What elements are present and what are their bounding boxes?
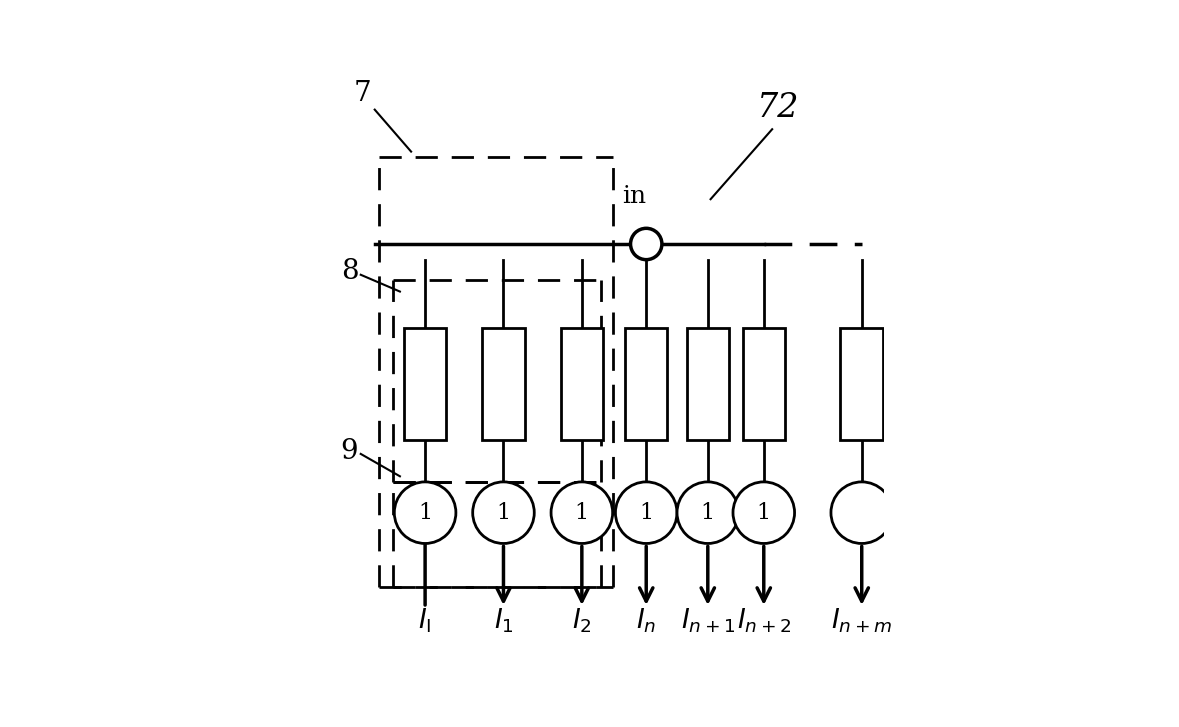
Text: 1: 1 [700, 502, 714, 523]
Bar [625, 328, 667, 440]
Circle shape [831, 482, 893, 544]
Text: 1: 1 [419, 502, 433, 523]
Text: $I_{n+2}$: $I_{n+2}$ [737, 606, 791, 635]
Bar [560, 328, 604, 440]
Text: $I_{n+m}$: $I_{n+m}$ [831, 606, 893, 635]
Bar [686, 328, 729, 440]
Bar [743, 328, 785, 440]
Circle shape [551, 482, 613, 544]
Text: $I_1$: $I_1$ [494, 606, 513, 635]
Text: in: in [621, 185, 646, 208]
Text: 8: 8 [341, 259, 358, 286]
Circle shape [473, 482, 534, 544]
Text: $I_{n+1}$: $I_{n+1}$ [680, 606, 735, 635]
Text: 9: 9 [341, 438, 358, 465]
Circle shape [394, 482, 456, 544]
Circle shape [615, 482, 677, 544]
Text: 1: 1 [496, 502, 511, 523]
Text: 1: 1 [639, 502, 653, 523]
Circle shape [677, 482, 738, 544]
Circle shape [733, 482, 795, 544]
Circle shape [631, 228, 661, 260]
Text: 72: 72 [757, 92, 799, 124]
Text: $I_{\mathrm{I}}$: $I_{\mathrm{I}}$ [419, 606, 432, 635]
Text: $I_n$: $I_n$ [637, 606, 657, 635]
Text: 7: 7 [354, 80, 371, 107]
Bar [482, 328, 525, 440]
Text: 1: 1 [575, 502, 588, 523]
Bar [841, 328, 883, 440]
Bar [404, 328, 447, 440]
Text: 1: 1 [757, 502, 771, 523]
Text: $I_2$: $I_2$ [572, 606, 592, 635]
